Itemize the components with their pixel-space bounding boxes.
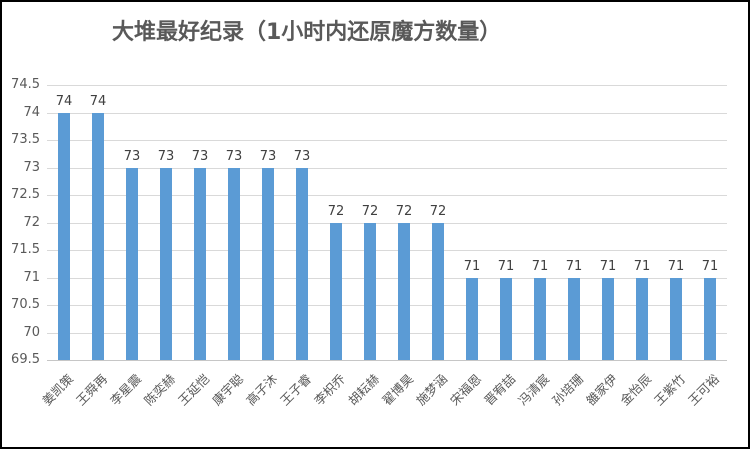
bar-value-label: 74 (89, 93, 107, 109)
bar-value-label: 71 (633, 258, 651, 274)
x-axis-category-label: 李枳乔 (311, 371, 349, 409)
x-axis-category-label: 晋宥喆 (481, 371, 519, 409)
bar-value-label: 73 (293, 148, 311, 164)
gridline (47, 112, 727, 114)
x-axis-category-label: 王舜再 (73, 371, 111, 409)
x-axis-category-label: 王可裕 (685, 371, 723, 409)
bar (500, 277, 512, 360)
bar-value-label: 71 (531, 258, 549, 274)
gridline (47, 195, 727, 196)
bar (636, 277, 648, 360)
bar-value-label: 71 (667, 258, 685, 274)
y-axis-tick-label: 70.5 (11, 297, 40, 312)
bar (228, 167, 240, 360)
bar-value-label: 73 (225, 148, 243, 164)
x-axis-category-label: 高子沐 (243, 371, 281, 409)
x-axis-category-label: 王子睿 (277, 371, 315, 409)
bar-value-label: 72 (395, 203, 413, 219)
bar (432, 222, 444, 360)
gridline (47, 277, 727, 279)
gridline (47, 222, 727, 224)
y-axis-tick-label: 73 (23, 159, 40, 175)
bar (160, 167, 172, 360)
x-axis-category-label: 翟博昊 (379, 371, 417, 409)
y-axis-tick-label: 71.5 (11, 242, 40, 257)
plot-area: 74 74 73 73 73 73 73 73 72 72 72 72 71 71 71 71 71 71 71 71 (47, 85, 727, 361)
bar (670, 277, 682, 360)
gridline (47, 332, 727, 334)
gridline (47, 140, 727, 141)
y-axis: 74.5 74 73.5 73 72.5 72 71.5 71 70.5 70 69.5 (2, 77, 42, 367)
x-axis-category-label: 李星震 (107, 371, 145, 409)
x-axis-category-label: 王延恺 (175, 371, 213, 409)
bar-value-label: 73 (123, 148, 141, 164)
bar (126, 167, 138, 360)
y-axis-tick-label: 72.5 (11, 187, 40, 202)
bar (704, 277, 716, 360)
x-axis-category-label: 雒家伊 (583, 371, 621, 409)
bar-value-label: 71 (599, 258, 617, 274)
bar (466, 277, 478, 360)
bar-value-label: 71 (701, 258, 719, 274)
x-axis-category-label: 陈奕赫 (141, 371, 179, 409)
x-axis-category-label: 冯清宸 (515, 371, 553, 409)
x-axis-line (47, 360, 727, 361)
x-axis-category-label: 金怡辰 (617, 371, 655, 409)
gridline (47, 167, 727, 169)
bar-value-label: 73 (157, 148, 175, 164)
x-axis-category-label: 宋福恩 (447, 371, 485, 409)
bar (568, 277, 580, 360)
bar-value-label: 72 (429, 203, 447, 219)
bar (330, 222, 342, 360)
bar-value-label: 74 (55, 93, 73, 109)
bar-value-label: 72 (327, 203, 345, 219)
bar (262, 167, 274, 360)
y-axis-tick-label: 73.5 (11, 132, 40, 147)
y-axis-tick-label: 69.5 (11, 352, 40, 367)
y-axis-tick-label: 72 (23, 214, 40, 230)
bar (58, 112, 70, 360)
bar-value-label: 72 (361, 203, 379, 219)
x-axis-category-label: 姜凯策 (39, 371, 77, 409)
bar-value-label: 71 (565, 258, 583, 274)
y-axis-tick-label: 74.5 (11, 77, 40, 92)
x-axis-category-label: 孙培珊 (549, 371, 587, 409)
y-axis-tick-label: 74 (23, 104, 40, 120)
bar (602, 277, 614, 360)
bar (92, 112, 104, 360)
bar (194, 167, 206, 360)
bar-value-label: 71 (463, 258, 481, 274)
x-axis-category-label: 康宇聪 (209, 371, 247, 409)
bar (398, 222, 410, 360)
x-axis: 姜凯策 王舜再 李星震 陈奕赫 王延恺 康宇聪 高子沐 王子睿 李枳乔 胡耘赫 翟博昊 施梦涵 宋福恩晋… (40, 361, 727, 447)
bar-value-label: 71 (497, 258, 515, 274)
bar-value-label: 73 (259, 148, 277, 164)
gridline (47, 305, 727, 306)
bar (296, 167, 308, 360)
x-axis-category-label: 施梦涵 (413, 371, 451, 409)
chart-title: 大堆最好纪录（1小时内还原魔方数量） (112, 20, 502, 45)
y-axis-tick-label: 71 (23, 269, 40, 285)
x-axis-category-label: 王紫竹 (651, 371, 689, 409)
bar (534, 277, 546, 360)
bar (364, 222, 376, 360)
x-axis-category-label: 胡耘赫 (345, 371, 383, 409)
gridline (47, 85, 727, 86)
bar-value-label: 73 (191, 148, 209, 164)
y-axis-tick-label: 70 (23, 324, 40, 340)
gridline (47, 250, 727, 251)
